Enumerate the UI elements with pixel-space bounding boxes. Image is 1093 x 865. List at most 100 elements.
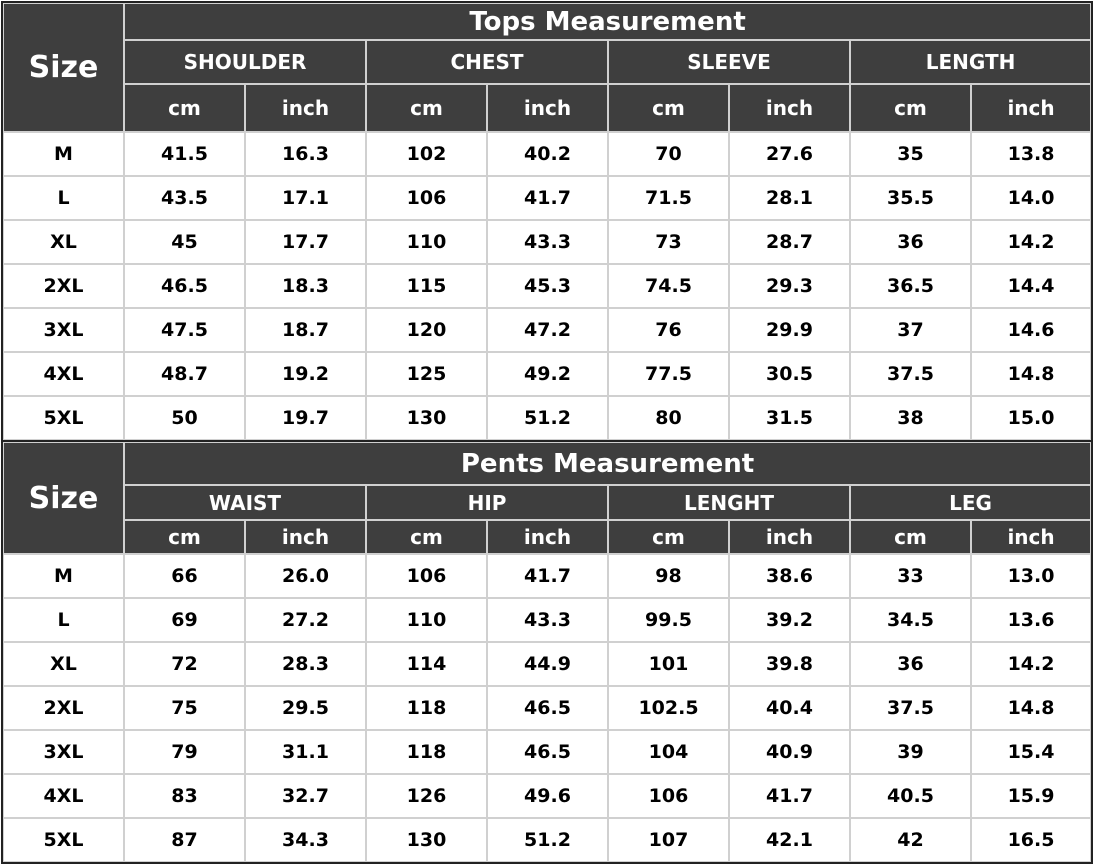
table-cell: 106 — [365, 175, 488, 221]
table-cell: 42 — [849, 817, 972, 863]
tops-measurement-table: Size Tops Measurement SHOULDER CHEST SLE… — [0, 1, 1093, 442]
size-cell: 5XL — [2, 395, 125, 441]
table-row: 3XL 47.5 18.7 120 47.2 76 29.9 37 14.6 — [2, 307, 1093, 353]
unit-header: inch — [728, 519, 851, 555]
group-header-waist: WAIST — [123, 484, 367, 521]
table-cell: 29.3 — [728, 263, 851, 309]
table-cell: 45 — [123, 219, 246, 265]
table-cell: 15.9 — [969, 773, 1093, 819]
group-header-sleeve: SLEEVE — [607, 39, 851, 85]
unit-header: inch — [244, 83, 367, 133]
table-row: 2XL 75 29.5 118 46.5 102.5 40.4 37.5 14.8 — [2, 685, 1093, 731]
table-cell: 14.8 — [969, 685, 1093, 731]
table-cell: 39.2 — [728, 597, 851, 643]
table-cell: 118 — [365, 729, 488, 775]
table-cell: 36.5 — [849, 263, 972, 309]
size-cell: 4XL — [2, 351, 125, 397]
table-cell: 30.5 — [728, 351, 851, 397]
size-cell: XL — [2, 641, 125, 687]
table-cell: 14.2 — [969, 219, 1093, 265]
table-cell: 87 — [123, 817, 246, 863]
table-cell: 40.2 — [486, 131, 609, 177]
pants-measurement-table: Size Pents Measurement WAIST HIP LENGHT … — [0, 440, 1093, 864]
table-cell: 76 — [607, 307, 730, 353]
size-cell: 3XL — [2, 729, 125, 775]
table-cell: 14.6 — [969, 307, 1093, 353]
table-cell: 41.7 — [486, 175, 609, 221]
table-cell: 110 — [365, 597, 488, 643]
pants-table-body: M 66 26.0 106 41.7 98 38.6 33 13.0 L 69 27.2 110 43.3… — [2, 553, 1093, 863]
table-cell: 40.9 — [728, 729, 851, 775]
table-cell: 41.5 — [123, 131, 246, 177]
table-cell: 45.3 — [486, 263, 609, 309]
table-row: 4XL 83 32.7 126 49.6 106 41.7 40.5 15.9 — [2, 773, 1093, 819]
table-cell: 34.5 — [849, 597, 972, 643]
table-cell: 106 — [607, 773, 730, 819]
table-cell: 44.9 — [486, 641, 609, 687]
table-cell: 17.1 — [244, 175, 367, 221]
table-cell: 51.2 — [486, 817, 609, 863]
table-cell: 37 — [849, 307, 972, 353]
table-row: XL 45 17.7 110 43.3 73 28.7 36 14.2 — [2, 219, 1093, 265]
unit-header: inch — [244, 519, 367, 555]
table-cell: 101 — [607, 641, 730, 687]
unit-header: inch — [969, 519, 1093, 555]
table-cell: 40.5 — [849, 773, 972, 819]
table-cell: 47.2 — [486, 307, 609, 353]
table-cell: 72 — [123, 641, 246, 687]
table-cell: 75 — [123, 685, 246, 731]
table-cell: 43.3 — [486, 219, 609, 265]
group-header-chest: CHEST — [365, 39, 609, 85]
table-cell: 41.7 — [486, 553, 609, 599]
tops-table-body: M 41.5 16.3 102 40.2 70 27.6 35 13.8 L 43.5 17.1 106… — [2, 131, 1093, 441]
group-header-shoulder: SHOULDER — [123, 39, 367, 85]
table-cell: 35 — [849, 131, 972, 177]
table-cell: 28.3 — [244, 641, 367, 687]
size-cell: 2XL — [2, 263, 125, 309]
group-header-length: LENGTH — [848, 39, 1093, 85]
size-cell: L — [2, 175, 125, 221]
table-cell: 15.0 — [969, 395, 1093, 441]
table-cell: 106 — [365, 553, 488, 599]
table-cell: 107 — [607, 817, 730, 863]
table-cell: 51.2 — [486, 395, 609, 441]
table-cell: 14.4 — [969, 263, 1093, 309]
table-cell: 98 — [607, 553, 730, 599]
table-cell: 28.7 — [728, 219, 851, 265]
table-cell: 102 — [365, 131, 488, 177]
table-cell: 17.7 — [244, 219, 367, 265]
table-cell: 120 — [365, 307, 488, 353]
unit-header: cm — [123, 519, 246, 555]
table-cell: 49.2 — [486, 351, 609, 397]
unit-header: cm — [607, 83, 730, 133]
table-cell: 40.4 — [728, 685, 851, 731]
table-cell: 74.5 — [607, 263, 730, 309]
table-cell: 102.5 — [607, 685, 730, 731]
table-cell: 77.5 — [607, 351, 730, 397]
table-cell: 130 — [365, 817, 488, 863]
table-cell: 31.5 — [728, 395, 851, 441]
table-cell: 38 — [849, 395, 972, 441]
unit-header: inch — [969, 83, 1093, 133]
table-cell: 46.5 — [486, 729, 609, 775]
table-row: L 69 27.2 110 43.3 99.5 39.2 34.5 13.6 — [2, 597, 1093, 643]
table-cell: 43.3 — [486, 597, 609, 643]
table-cell: 14.2 — [969, 641, 1093, 687]
table-cell: 118 — [365, 685, 488, 731]
table-cell: 66 — [123, 553, 246, 599]
table-cell: 19.2 — [244, 351, 367, 397]
unit-header: cm — [365, 83, 488, 133]
table-cell: 29.9 — [728, 307, 851, 353]
table-cell: 36 — [849, 641, 972, 687]
table-cell: 50 — [123, 395, 246, 441]
unit-header: inch — [486, 83, 609, 133]
table-row: L 43.5 17.1 106 41.7 71.5 28.1 35.5 14.0 — [2, 175, 1093, 221]
unit-header: cm — [849, 83, 972, 133]
table-row: M 66 26.0 106 41.7 98 38.6 33 13.0 — [2, 553, 1093, 599]
table-cell: 39 — [849, 729, 972, 775]
size-header: Size — [2, 2, 125, 133]
table-row: 3XL 79 31.1 118 46.5 104 40.9 39 15.4 — [2, 729, 1093, 775]
size-cell: 3XL — [2, 307, 125, 353]
table-cell: 15.4 — [969, 729, 1093, 775]
size-cell: 4XL — [2, 773, 125, 819]
